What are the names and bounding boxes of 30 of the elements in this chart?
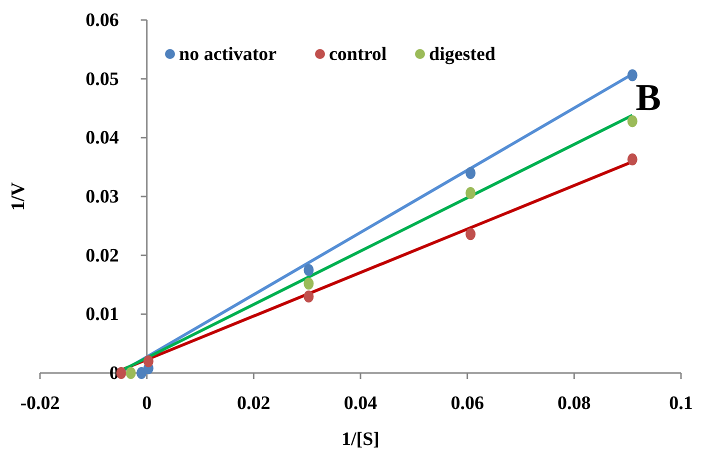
y-axis-title: 1/V	[8, 182, 29, 211]
point	[143, 355, 154, 368]
y-tick-label: 0.05	[86, 68, 119, 90]
y-tick-label: 0.02	[86, 245, 119, 266]
y-tick-label: 0.04	[86, 128, 120, 149]
y-tick-label: 0.01	[86, 304, 119, 326]
x-tick-label: 0.1	[669, 393, 693, 414]
point	[627, 69, 638, 82]
x-tick-label: 0.08	[558, 393, 591, 414]
x-tick-label: -0.02	[20, 393, 60, 414]
point	[304, 290, 314, 303]
x-tick-label: 0.04	[344, 393, 378, 414]
x-tick-label: 0.06	[450, 393, 484, 414]
x-tick-label: 0	[142, 393, 152, 414]
point	[466, 228, 476, 240]
annotation: B	[636, 77, 661, 119]
x-axis-title: 1/[S]	[342, 429, 380, 450]
point	[466, 166, 476, 179]
point	[304, 264, 314, 276]
point	[466, 186, 476, 199]
y-tick-label: 0.03	[86, 186, 119, 208]
point	[304, 278, 314, 290]
legend-label: no activator	[179, 44, 278, 65]
legend-label: control	[329, 44, 387, 65]
x-tick-label: 0.02	[237, 393, 270, 414]
point	[126, 367, 136, 379]
point	[627, 153, 638, 166]
point	[627, 115, 638, 128]
y-tick-label: 0.06	[86, 10, 119, 31]
legend-label: digested	[429, 44, 496, 65]
